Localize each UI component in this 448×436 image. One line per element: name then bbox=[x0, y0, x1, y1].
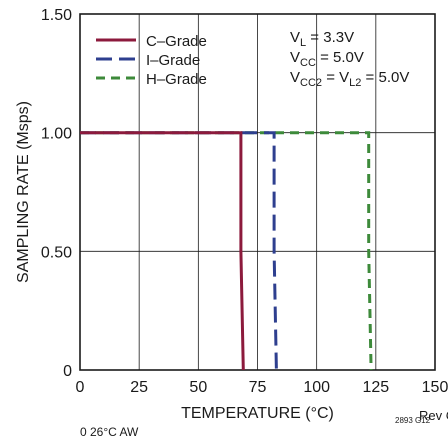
figure-id: 2893 G12 bbox=[395, 416, 431, 425]
legend: C–Grade I–Grade H–Grade bbox=[96, 33, 207, 88]
x-tick-label: 25 bbox=[130, 379, 148, 396]
revision-label: Rev C bbox=[419, 408, 448, 423]
x-tick-label: 50 bbox=[189, 379, 207, 396]
y-tick-label: 1.00 bbox=[41, 126, 72, 143]
series-line-c-grade bbox=[80, 131, 245, 371]
x-tick-label: 0 bbox=[76, 379, 85, 396]
y-axis-label: SAMPLING RATE (Msps) bbox=[15, 101, 32, 283]
y-tick-label: 0 bbox=[63, 363, 72, 380]
conditions-block: VL = 3.3V VCC = 5.0V VCC2 = VL2 = 5.0V bbox=[290, 29, 409, 89]
x-tick-label: 75 bbox=[249, 379, 267, 396]
series-layer bbox=[80, 131, 373, 371]
tick-labels: 0 25 50 75 100 125 150 0 0.50 1.00 1.50 bbox=[41, 7, 448, 396]
legend-label: C–Grade bbox=[146, 33, 207, 50]
plot-frame bbox=[79, 13, 436, 371]
y-tick-label: 0.50 bbox=[41, 244, 72, 261]
x-tick-label: 150 bbox=[422, 379, 448, 396]
y-tick-label: 1.50 bbox=[41, 7, 72, 24]
condition-vl: VL = 3.3V bbox=[290, 29, 354, 49]
series-line-h-grade bbox=[80, 131, 373, 371]
x-axis-label: TEMPERATURE (°C) bbox=[181, 405, 334, 422]
legend-label: H–Grade bbox=[146, 71, 207, 88]
condition-vcc2: VCC2 = VL2 = 5.0V bbox=[290, 69, 409, 89]
condition-vcc: VCC = 5.0V bbox=[290, 49, 364, 69]
legend-label: I–Grade bbox=[146, 52, 200, 69]
x-tick-label: 100 bbox=[303, 379, 330, 396]
x-tick-label: 125 bbox=[362, 379, 389, 396]
cutoff-text: 0 26°C AW bbox=[80, 425, 139, 436]
grid-lines bbox=[80, 14, 435, 370]
